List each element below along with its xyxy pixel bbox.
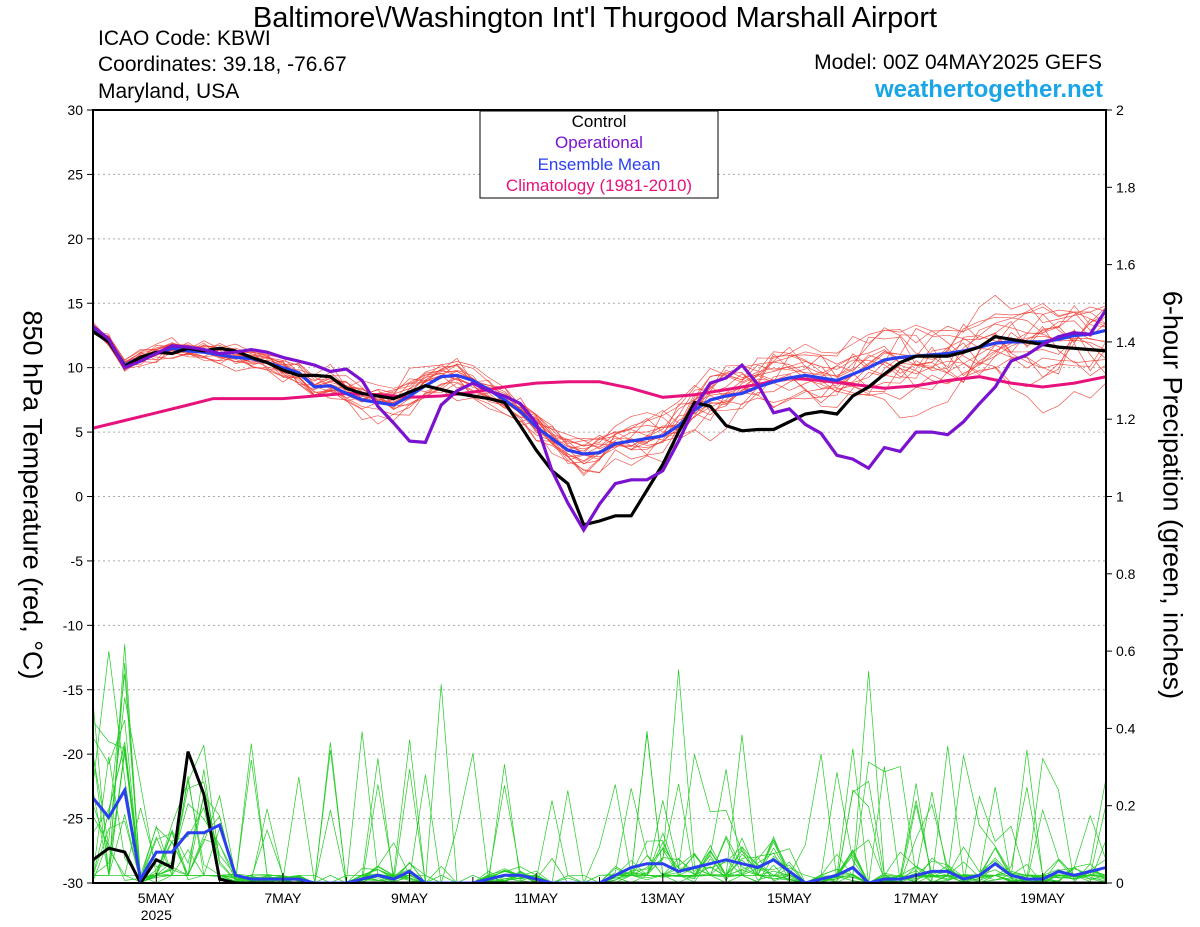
x-tick-label: 5MAY (138, 890, 176, 906)
temp-ensemble-mean-line (93, 326, 1106, 456)
precip-member-line (93, 731, 1106, 883)
precip-member-line (93, 651, 1106, 883)
temp-member-line (93, 320, 1106, 477)
temp-member-line (93, 305, 1106, 475)
precip-member-line (93, 742, 1106, 883)
legend-operational: Operational (555, 133, 643, 152)
right-tick-label: 1 (1116, 489, 1124, 505)
left-tick-label: 15 (67, 295, 83, 311)
precip-member-line (93, 697, 1106, 883)
precip-member-line (93, 734, 1106, 883)
x-tick-label: 7MAY (264, 890, 302, 906)
precip-member-line (93, 756, 1106, 883)
temp-operational-line (93, 306, 1106, 534)
legend-control: Control (572, 112, 627, 131)
legend-ensemble-mean: Ensemble Mean (538, 155, 661, 174)
left-tick-label: -10 (63, 617, 83, 633)
right-tick-label: 2 (1116, 102, 1124, 118)
icao-code: ICAO Code: KBWI (98, 27, 271, 50)
temp-member-line (93, 306, 1106, 450)
chart-title: Baltimore\/Washington Int'l Thurgood Mar… (252, 2, 938, 34)
left-tick-label: 20 (67, 231, 83, 247)
x-tick-label: 11MAY (514, 890, 558, 906)
left-tick-label: 5 (75, 424, 83, 440)
precip-member-line (93, 739, 1106, 883)
location: Maryland, USA (98, 80, 240, 103)
precip-member-line (93, 669, 1106, 883)
ensemble-members (93, 294, 1106, 883)
right-tick-label: 1.2 (1116, 411, 1136, 427)
x-tick-label: 19MAY (1020, 890, 1066, 906)
left-tick-label: -25 (63, 811, 83, 827)
left-tick-label: -30 (63, 875, 83, 891)
x-tick-label: 13MAY (640, 890, 686, 906)
legend-climatology: Climatology (1981-2010) (506, 176, 692, 195)
precip-member-line (93, 753, 1106, 883)
legend: Control Operational Ensemble Mean Climat… (479, 110, 719, 199)
left-tick-label: 25 (67, 166, 83, 182)
precip-member-line (93, 741, 1106, 883)
right-tick-label: 0 (1116, 875, 1124, 891)
precip-member-line (93, 719, 1106, 883)
precip-ensemble-mean-line (93, 785, 1106, 883)
website-link[interactable]: weathertogether.net (874, 76, 1103, 103)
right-tick-label: 1.4 (1116, 334, 1136, 350)
x-tick-label: 9MAY (391, 890, 429, 906)
temp-member-line (93, 318, 1106, 461)
precip-member-line (93, 662, 1106, 883)
left-tick-label: 30 (67, 102, 83, 118)
left-tick-label: 0 (75, 489, 83, 505)
temp-member-line (93, 327, 1106, 447)
temp-member-line (93, 323, 1106, 460)
x-year-label: 2025 (141, 907, 172, 923)
temp-member-line (93, 329, 1106, 458)
main-series (93, 306, 1106, 883)
model-run: Model: 00Z 04MAY2025 GEFS (814, 51, 1102, 74)
left-tick-label: -20 (63, 746, 83, 762)
x-tick-label: 15MAY (767, 890, 813, 906)
temp-member-line (93, 306, 1106, 462)
right-tick-label: 0.6 (1116, 643, 1136, 659)
right-tick-label: 0.2 (1116, 798, 1136, 814)
right-tick-label: 0.4 (1116, 720, 1136, 736)
temp-member-line (93, 309, 1106, 450)
right-tick-label: 1.8 (1116, 179, 1136, 195)
left-tick-label: 10 (67, 360, 83, 376)
temp-member-line (93, 325, 1106, 451)
right-tick-label: 1.6 (1116, 257, 1136, 273)
x-tick-label: 17MAY (894, 890, 940, 906)
axes: 302520151050-5-10-15-20-25-3021.81.61.41… (63, 102, 1136, 923)
temp-member-line (93, 294, 1106, 454)
precip-member-line (93, 673, 1106, 883)
legend-box (479, 110, 719, 199)
temp-control-line (93, 330, 1106, 527)
coordinates: Coordinates: 39.18, -76.67 (98, 53, 347, 76)
left-tick-label: -15 (63, 682, 83, 698)
grid (93, 173, 1106, 820)
climatology-line (93, 375, 1106, 430)
right-tick-label: 0.8 (1116, 566, 1136, 582)
left-tick-label: -5 (71, 553, 84, 569)
precip-member-line (93, 701, 1106, 883)
